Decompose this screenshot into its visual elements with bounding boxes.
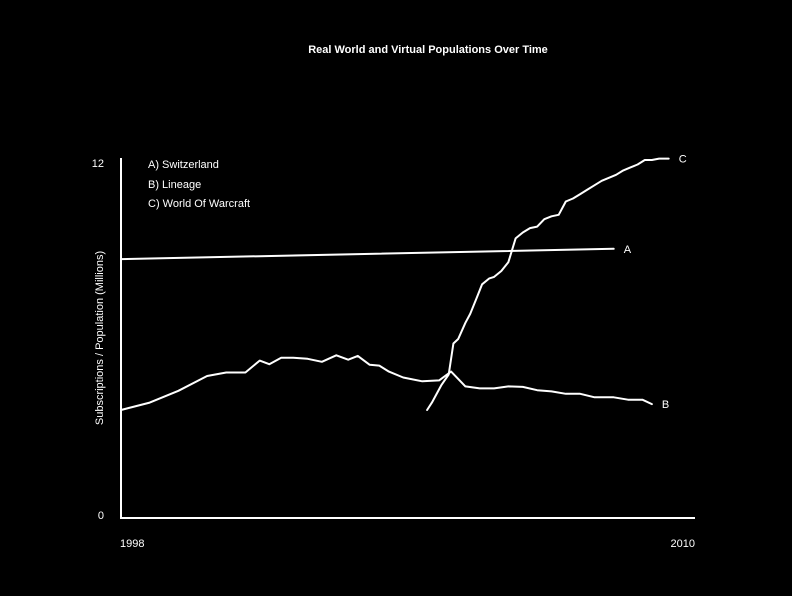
- legend-entry-a: A) Switzerland: [148, 159, 219, 171]
- series-layer: A B C: [120, 154, 687, 411]
- series-line-b: [120, 354, 653, 411]
- series-label-c: C: [679, 154, 687, 166]
- legend-entry-c: C) World Of Warcraft: [148, 198, 250, 210]
- x-tick-label-2010: 2010: [671, 538, 695, 550]
- legend: A) Switzerland B) Lineage C) World Of Wa…: [148, 159, 250, 210]
- x-tick-label-1998: 1998: [120, 538, 144, 550]
- chart-title: Real World and Virtual Populations Over …: [308, 44, 548, 56]
- series-line-c: [426, 157, 670, 411]
- series-line-a: [120, 247, 615, 261]
- y-tick-label-12: 12: [92, 158, 104, 170]
- legend-entry-b: B) Lineage: [148, 179, 201, 191]
- y-axis-label: Subscriptions / Population (Millions): [94, 251, 106, 425]
- axes: [120, 158, 695, 519]
- y-tick-label-0: 0: [98, 510, 104, 522]
- series-label-a: A: [624, 244, 632, 256]
- series-label-b: B: [662, 399, 669, 411]
